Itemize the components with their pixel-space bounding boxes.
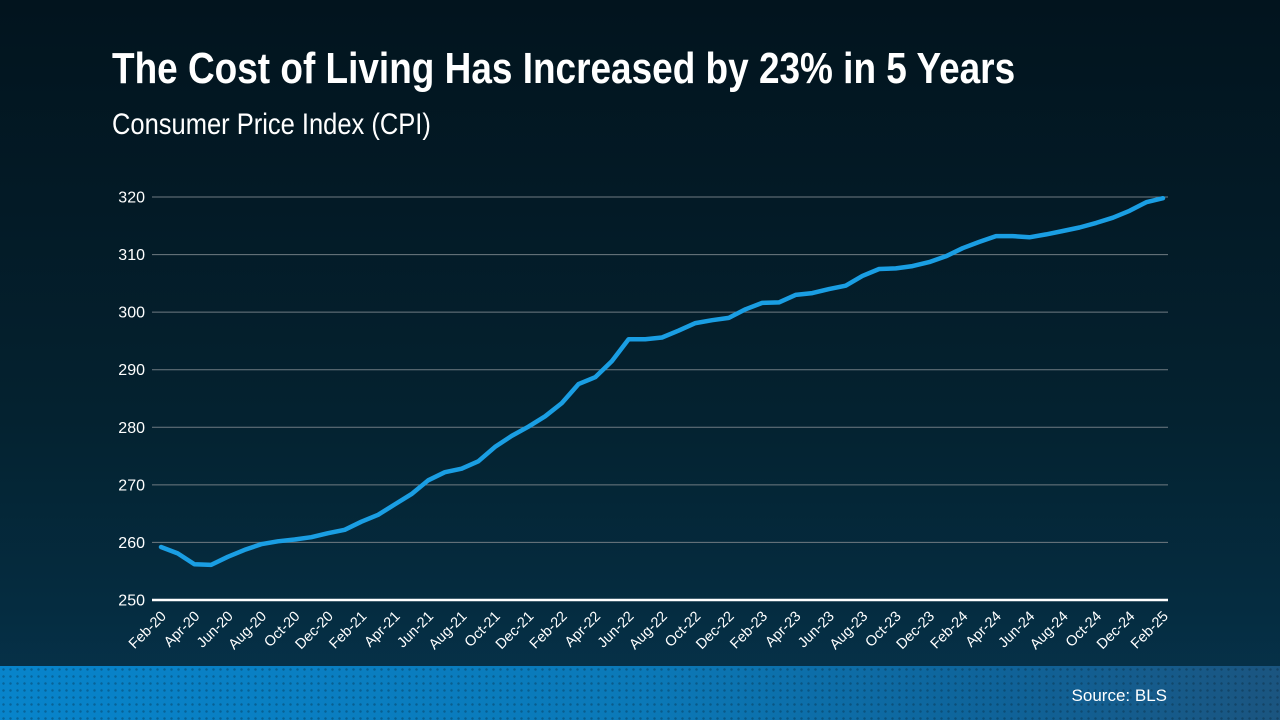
x-axis-label: Feb-24 bbox=[928, 609, 972, 653]
y-axis-label: 290 bbox=[118, 362, 145, 379]
source-label: Source: BLS bbox=[1071, 686, 1167, 705]
x-axis-label: Dec-21 bbox=[493, 609, 537, 653]
y-axis-label: 270 bbox=[118, 477, 145, 494]
x-axis-label: Feb-20 bbox=[126, 609, 170, 653]
x-axis-label: Apr-22 bbox=[562, 609, 604, 651]
x-axis-label: Feb-25 bbox=[1128, 609, 1172, 653]
x-axis-label: Aug-24 bbox=[1027, 609, 1071, 653]
x-axis-label: Dec-23 bbox=[894, 609, 938, 653]
x-axis-label: Aug-23 bbox=[827, 609, 871, 653]
x-axis-label: Apr-21 bbox=[362, 609, 404, 651]
x-axis-label: Apr-20 bbox=[161, 609, 203, 651]
y-axis-label: 320 bbox=[118, 190, 145, 207]
x-axis-label: Dec-22 bbox=[693, 609, 737, 653]
x-axis-label: Dec-24 bbox=[1094, 609, 1138, 653]
footer-bar: Source: BLS bbox=[0, 666, 1280, 720]
x-axis-label: Feb-21 bbox=[326, 609, 370, 653]
x-axis-label: Aug-20 bbox=[226, 609, 270, 653]
x-axis-label: Feb-22 bbox=[527, 609, 571, 653]
x-axis-label: Apr-23 bbox=[762, 609, 804, 651]
x-axis-label: Dec-20 bbox=[292, 609, 336, 653]
x-axis-label: Apr-24 bbox=[963, 609, 1005, 651]
y-axis-label: 250 bbox=[118, 593, 145, 610]
x-axis-label: Feb-23 bbox=[727, 609, 771, 653]
y-axis-label: 260 bbox=[118, 535, 145, 552]
x-axis-label: Aug-21 bbox=[426, 609, 470, 653]
cpi-line-series bbox=[158, 195, 1166, 568]
x-axis-label: Aug-22 bbox=[626, 609, 670, 653]
y-axis-label: 280 bbox=[118, 420, 145, 437]
y-axis-label: 310 bbox=[118, 247, 145, 264]
chart-subtitle: Consumer Price Index (CPI) bbox=[112, 108, 431, 141]
chart-title: The Cost of Living Has Increased by 23% … bbox=[112, 44, 1016, 93]
y-axis-label: 300 bbox=[118, 305, 145, 322]
